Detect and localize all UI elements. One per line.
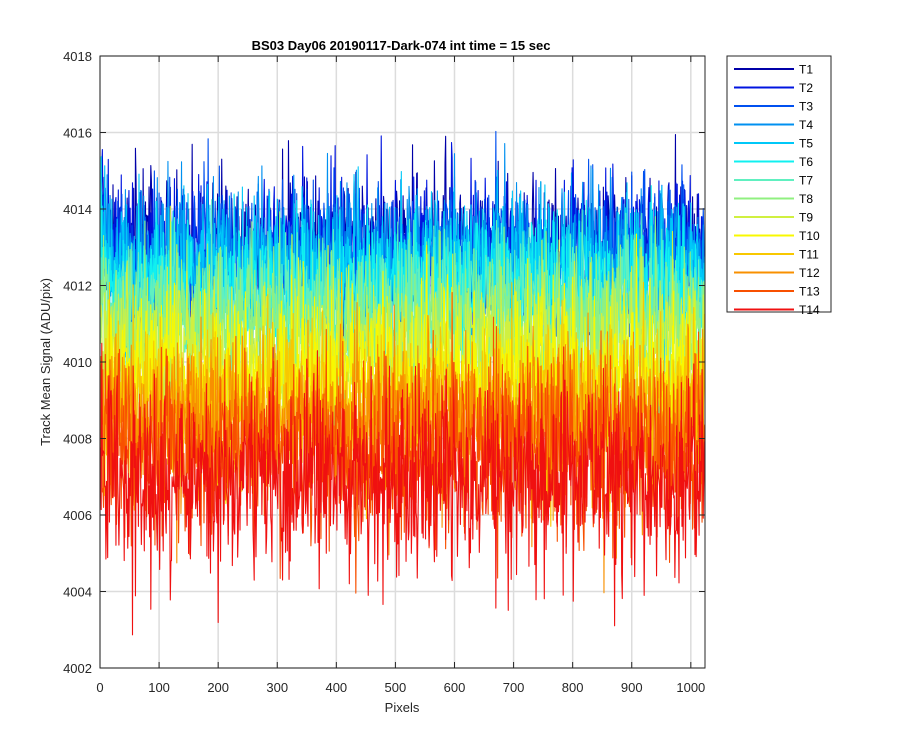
x-tick-label: 500 xyxy=(385,680,407,695)
y-tick-label: 4004 xyxy=(63,585,92,600)
y-tick-label: 4008 xyxy=(63,432,92,447)
legend-label-t10: T10 xyxy=(799,229,820,243)
y-tick-label: 4012 xyxy=(63,279,92,294)
legend-label-t7: T7 xyxy=(799,174,813,188)
legend-label-t12: T12 xyxy=(799,266,820,280)
legend-label-t1: T1 xyxy=(799,63,813,77)
legend-label-t8: T8 xyxy=(799,192,813,206)
y-tick-label: 4010 xyxy=(63,355,92,370)
series-layer xyxy=(100,130,705,636)
x-tick-label: 700 xyxy=(503,680,525,695)
legend-label-t11: T11 xyxy=(799,248,819,262)
x-tick-label: 200 xyxy=(207,680,229,695)
x-tick-label: 300 xyxy=(266,680,288,695)
series-line-t14 xyxy=(100,342,705,636)
x-tick-label: 400 xyxy=(325,680,347,695)
legend-label-t2: T2 xyxy=(799,81,813,95)
x-tick-label: 900 xyxy=(621,680,643,695)
chart-title: BS03 Day06 20190117-Dark-074 int time = … xyxy=(252,38,551,53)
y-tick-label: 4014 xyxy=(63,202,92,217)
plot-area: 0 100 200 300 400 500 600 700 800 900 1000 4002400… xyxy=(63,49,706,695)
legend-label-t6: T6 xyxy=(799,155,813,169)
y-axis-label: Track Mean Signal (ADU/pix) xyxy=(38,278,53,446)
y-tick-label: 4006 xyxy=(63,508,92,523)
y-tick-label: 4018 xyxy=(63,49,92,64)
x-axis: 0 100 200 300 400 500 600 700 800 900 1000 xyxy=(96,56,705,695)
legend-box xyxy=(726,55,832,313)
legend-label-t13: T13 xyxy=(799,285,820,299)
y-axis: 4002 4004 4006 4008 4010 4012 4014 4016 4018 xyxy=(63,49,705,676)
legend-label-t9: T9 xyxy=(799,211,813,225)
x-tick-label: 1000 xyxy=(676,680,705,695)
legend-label-t5: T5 xyxy=(799,137,813,151)
legend-label-t14: T14 xyxy=(799,303,820,317)
series-line-t13 xyxy=(100,291,705,594)
x-tick-label: 800 xyxy=(562,680,584,695)
x-tick-label: 100 xyxy=(148,680,170,695)
x-tick-label: 0 xyxy=(96,680,103,695)
legend-label-t3: T3 xyxy=(799,100,813,114)
y-tick-label: 4016 xyxy=(63,126,92,141)
x-axis-label: Pixels xyxy=(385,700,420,715)
legend: T1 T2 T3 T4 T5 T6 T7 T8 T9 T10 T11 T12 T13 T14 xyxy=(726,55,832,317)
y-tick-label: 4002 xyxy=(63,661,92,676)
legend-items: T1 T2 T3 T4 T5 T6 T7 T8 T9 T10 T11 T12 T13 T14 xyxy=(734,63,820,317)
x-tick-label: 600 xyxy=(444,680,466,695)
legend-label-t4: T4 xyxy=(799,118,813,132)
